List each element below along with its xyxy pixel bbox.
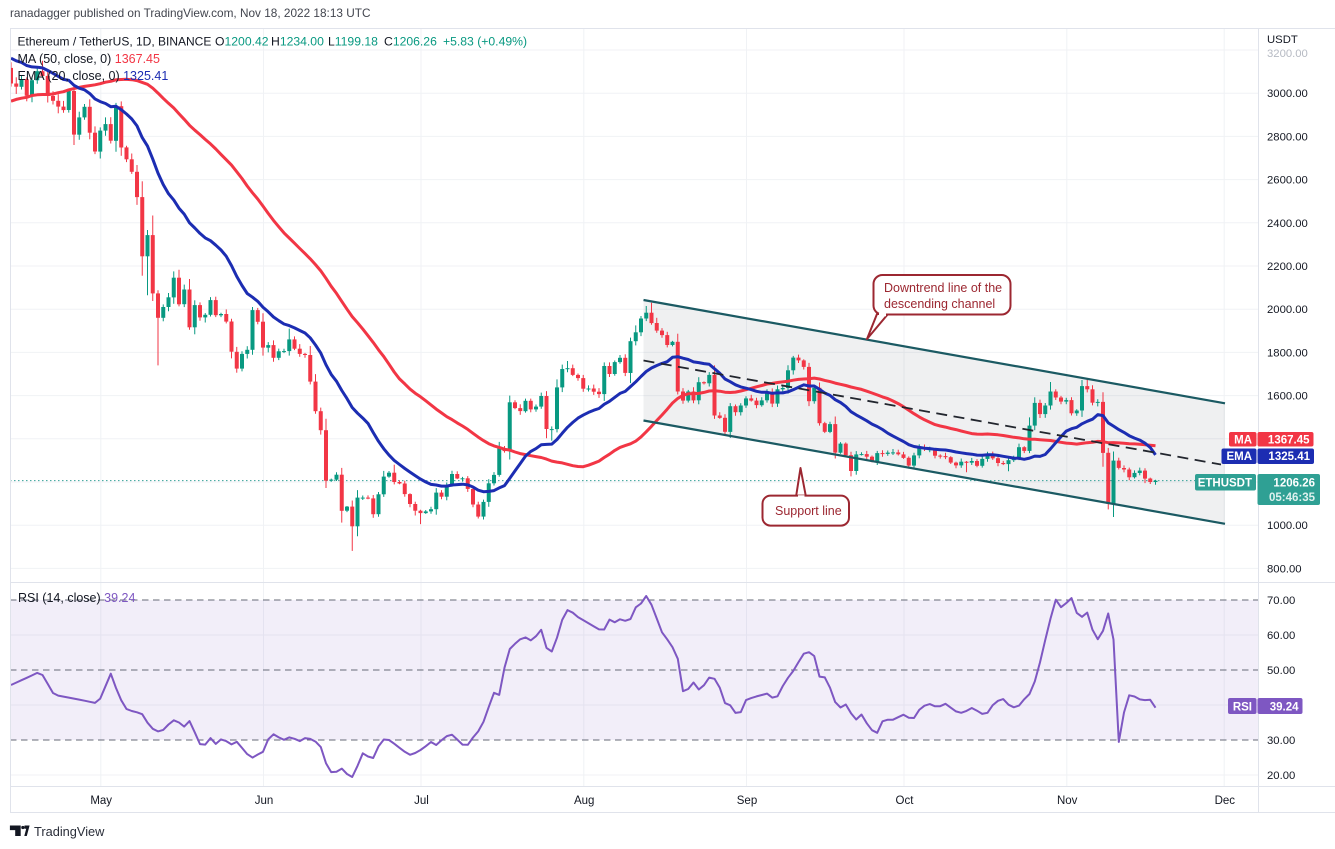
svg-text:Dec: Dec: [1215, 795, 1236, 807]
svg-text:MA (50, close, 0) 1367.45: MA (50, close, 0) 1367.45: [18, 52, 160, 66]
svg-text:3200.00: 3200.00: [1267, 48, 1308, 60]
svg-text:1206.26: 1206.26: [1273, 478, 1315, 490]
svg-text:Jun: Jun: [255, 795, 274, 807]
svg-text:1800.00: 1800.00: [1267, 347, 1308, 359]
svg-text:Sep: Sep: [737, 795, 757, 807]
svg-text:800.00: 800.00: [1267, 563, 1302, 575]
svg-text:TradingView: TradingView: [34, 824, 105, 839]
svg-text:Downtrend line of the: Downtrend line of the: [884, 281, 1002, 295]
svg-text:2800.00: 2800.00: [1267, 131, 1308, 143]
svg-text:30.00: 30.00: [1267, 735, 1295, 747]
svg-text:USDT: USDT: [1267, 34, 1298, 46]
svg-text:1600.00: 1600.00: [1267, 391, 1308, 403]
svg-text:20.00: 20.00: [1267, 770, 1295, 782]
svg-text:Support line: Support line: [775, 504, 842, 518]
svg-text:60.00: 60.00: [1267, 630, 1295, 642]
svg-text:2600.00: 2600.00: [1267, 175, 1308, 187]
svg-text:ranadagger published on Tradin: ranadagger published on TradingView.com,…: [10, 6, 371, 20]
svg-text:RSI (14, close) 39.24: RSI (14, close) 39.24: [18, 591, 135, 605]
svg-text:1000.00: 1000.00: [1267, 520, 1308, 532]
svg-text:39.24: 39.24: [1270, 702, 1299, 714]
svg-text:H1234.00: H1234.00: [271, 35, 324, 49]
svg-text:EMA (20, close, 0) 1325.41: EMA (20, close, 0) 1325.41: [18, 69, 169, 83]
svg-text:Ethereum / TetherUS, 1D, BINAN: Ethereum / TetherUS, 1D, BINANCE: [18, 35, 212, 49]
svg-text:1367.45: 1367.45: [1268, 435, 1310, 447]
svg-text:ETHUSDT: ETHUSDT: [1198, 478, 1252, 490]
svg-text:3000.00: 3000.00: [1267, 88, 1308, 100]
svg-text:Jul: Jul: [414, 795, 429, 807]
svg-text:O1200.42: O1200.42: [215, 35, 269, 49]
svg-text:Nov: Nov: [1057, 795, 1078, 807]
svg-text:C1206.26: C1206.26: [384, 35, 437, 49]
svg-text:RSI: RSI: [1233, 702, 1252, 714]
svg-text:05:46:35: 05:46:35: [1269, 492, 1316, 504]
svg-text:2400.00: 2400.00: [1267, 218, 1308, 230]
svg-text:50.00: 50.00: [1267, 665, 1295, 677]
svg-text:EMA: EMA: [1226, 451, 1252, 463]
svg-text:1325.41: 1325.41: [1268, 451, 1310, 463]
svg-text:Oct: Oct: [896, 795, 915, 807]
svg-text:L1199.18: L1199.18: [328, 35, 378, 49]
svg-text:descending channel: descending channel: [884, 297, 995, 311]
svg-text:70.00: 70.00: [1267, 595, 1295, 607]
svg-text:MA: MA: [1234, 435, 1252, 447]
svg-text:Aug: Aug: [574, 795, 594, 807]
svg-text:+5.83 (+0.49%): +5.83 (+0.49%): [443, 35, 527, 49]
svg-text:2000.00: 2000.00: [1267, 304, 1308, 316]
svg-text:2200.00: 2200.00: [1267, 261, 1308, 273]
svg-text:May: May: [90, 795, 112, 807]
